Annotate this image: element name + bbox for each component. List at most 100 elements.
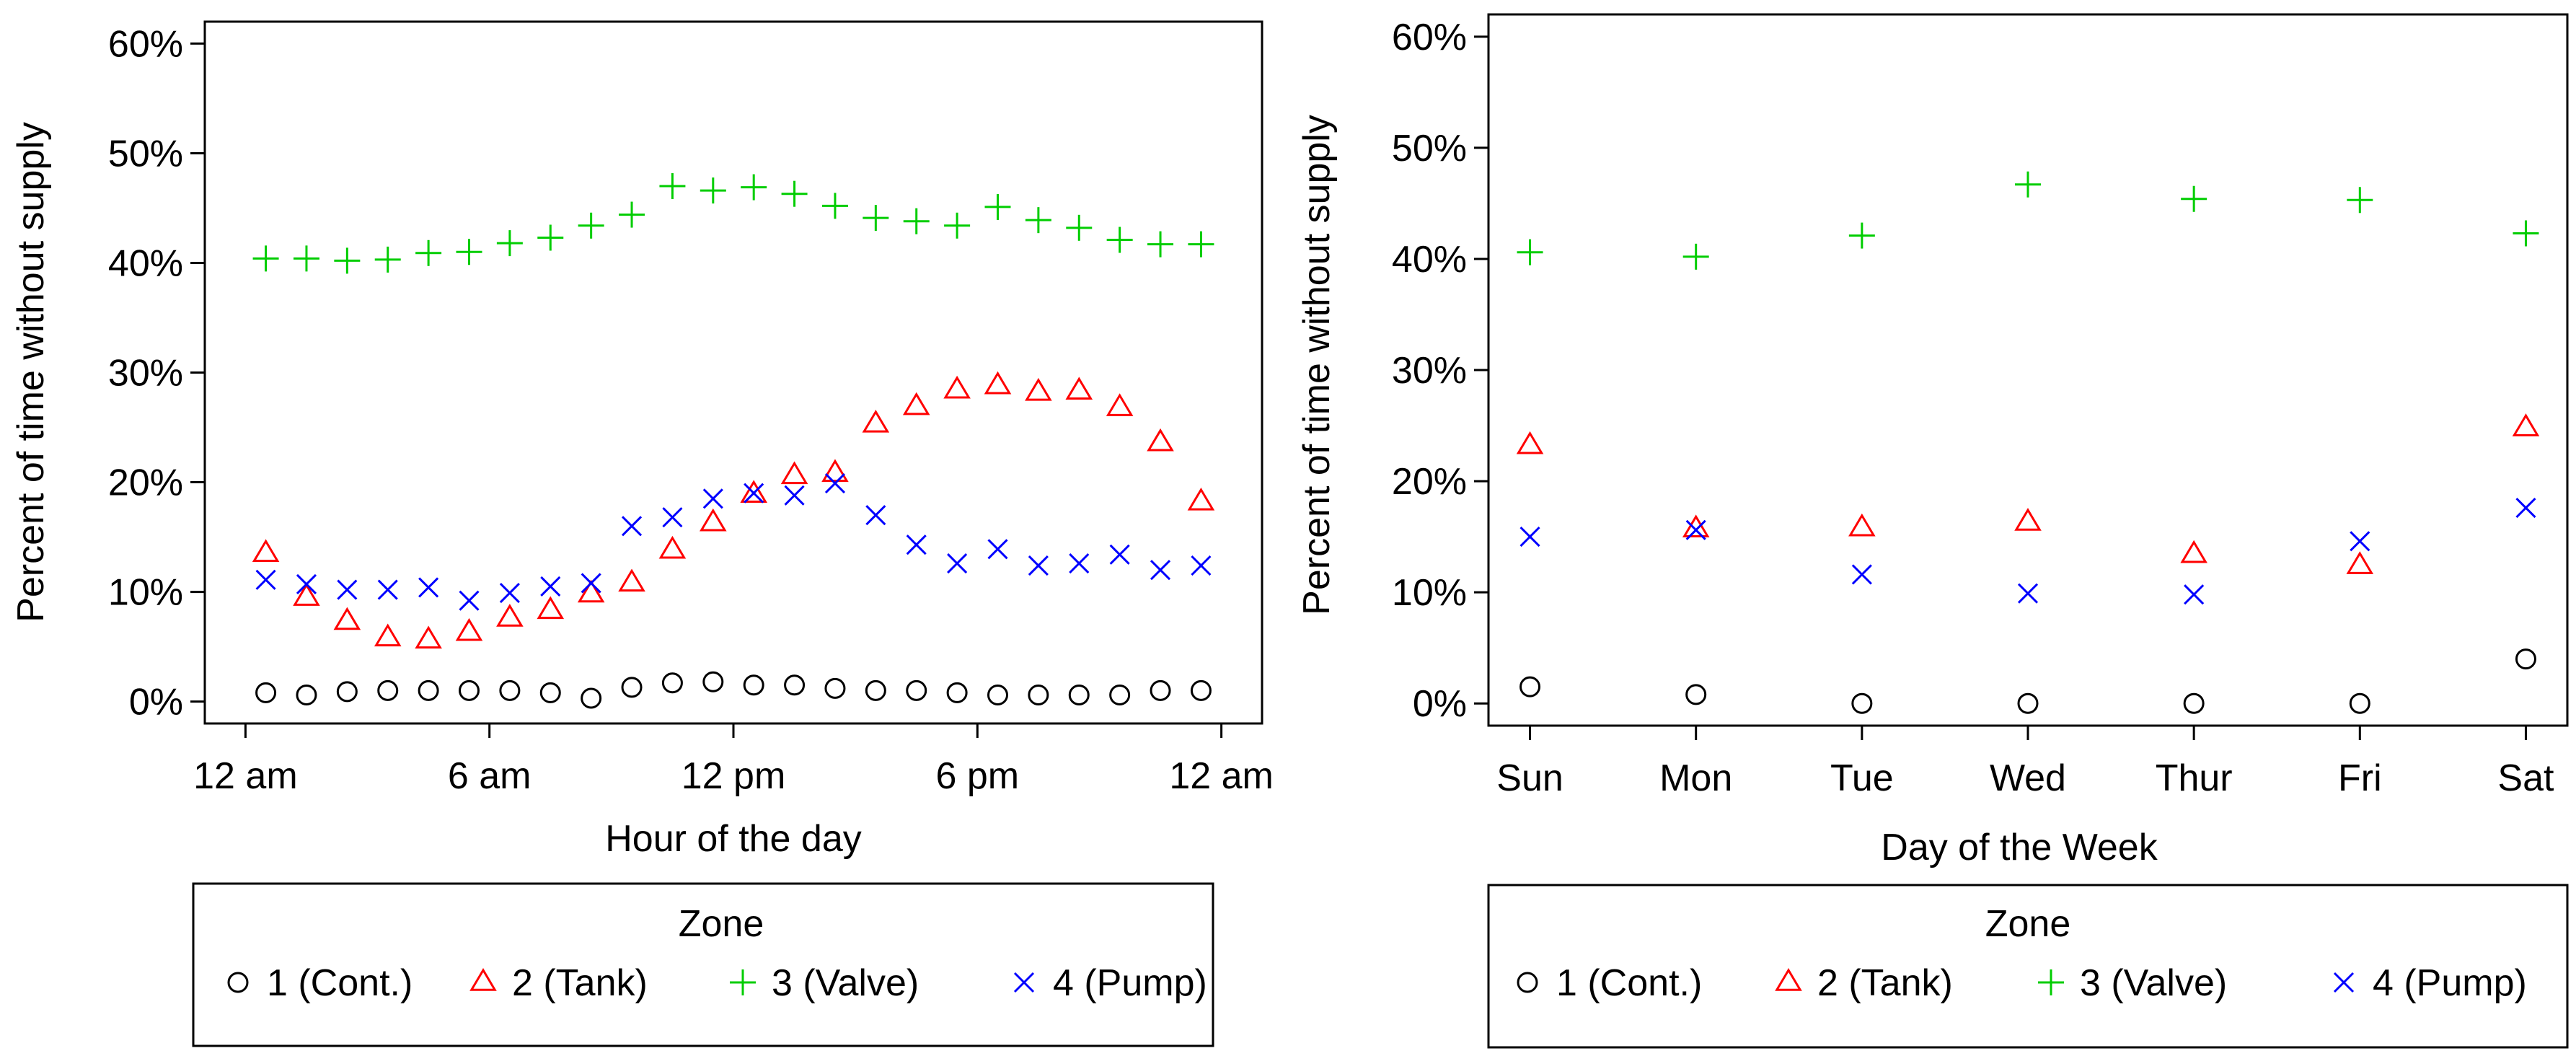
hourly-point-zone-4 — [1069, 553, 1090, 574]
hourly-point-zone-3 — [700, 177, 726, 204]
hourly-point-zone-4 — [1150, 560, 1171, 581]
weekday-legend: Zone 1 (Cont.) 2 (Tank) 3 (Valve) 4 (Pump) — [1487, 884, 2569, 1049]
hourly-point-zone-4 — [377, 579, 398, 600]
hourly-point-zone-1 — [418, 679, 439, 701]
weekday-point-zone-4 — [2515, 497, 2536, 519]
weekday-point-zone-4 — [2350, 531, 2370, 552]
hourly-point-zone-2 — [984, 371, 1012, 395]
hourly-point-zone-3 — [944, 212, 971, 239]
hourly-legend-marker — [1013, 972, 1035, 993]
hourly-point-zone-3 — [659, 173, 686, 200]
weekday-chart: 0% 10% 20% 30% 40% 50% 60% Sun Mon Tue Wed Thur Fri… — [1296, 13, 2569, 1049]
hourly-point-zone-3 — [415, 239, 442, 266]
hourly-point-zone-4 — [499, 583, 520, 604]
weekday-x-tick-label: Fri — [2338, 757, 2382, 799]
weekday-y-tick-label: 40% — [1392, 239, 1467, 281]
hourly-x-axis-title: Hour of the day — [605, 818, 862, 860]
hourly-point-zone-2 — [700, 508, 727, 532]
hourly-legend-box — [192, 882, 1214, 1047]
weekday-legend-label: 2 (Tank) — [1817, 962, 1953, 1004]
weekday-point-zone-3 — [1848, 222, 1875, 249]
hourly-point-zone-3 — [1147, 231, 1174, 258]
hourly-point-zone-2 — [902, 392, 930, 415]
hourly-point-zone-4 — [702, 488, 723, 509]
hourly-legend-marker — [469, 968, 497, 991]
weekday-point-zone-3 — [2513, 220, 2539, 247]
hourly-legend-marker — [730, 969, 756, 995]
weekday-point-zone-4 — [2184, 584, 2205, 605]
hourly-x-tick-label: 12 am — [193, 755, 298, 797]
hourly-point-zone-1 — [784, 674, 806, 696]
hourly-point-zone-2 — [455, 617, 483, 641]
weekday-point-zone-2 — [1682, 514, 1710, 538]
hourly-point-zone-1 — [1068, 684, 1090, 705]
hourly-point-zone-4 — [662, 507, 683, 528]
hourly-point-zone-2 — [415, 625, 442, 649]
weekday-legend-label: 4 (Pump) — [2373, 962, 2527, 1004]
hourly-y-tick-label: 50% — [108, 133, 183, 175]
weekday-point-zone-4 — [1685, 519, 1706, 540]
hourly-point-zone-2 — [780, 461, 808, 485]
hourly-point-zone-4 — [1028, 555, 1049, 576]
weekday-legend-entry-zone-3: 3 (Valve) — [2038, 962, 2227, 1004]
hourly-legend-marker — [227, 972, 249, 993]
hourly-y-tick-label: 10% — [108, 572, 183, 614]
hourly-y-tick-label: 60% — [108, 23, 183, 65]
hourly-point-zone-1 — [987, 684, 1008, 705]
hourly-point-zone-3 — [1188, 231, 1214, 258]
hourly-point-zone-3 — [741, 174, 767, 201]
weekday-y-tick-label: 60% — [1392, 17, 1467, 58]
weekday-point-zone-4 — [2017, 583, 2039, 604]
hourly-legend-label: 4 (Pump) — [1053, 962, 1207, 1004]
weekday-plot-frame — [1487, 13, 2569, 727]
hourly-point-zone-4 — [418, 577, 439, 598]
weekday-point-zone-2 — [2512, 413, 2540, 436]
hourly-point-zone-1 — [377, 679, 399, 701]
hourly-point-zone-2 — [1065, 377, 1093, 400]
weekday-point-zone-1 — [2349, 692, 2370, 714]
hourly-point-zone-4 — [1109, 544, 1130, 565]
hourly-point-zone-3 — [1066, 214, 1093, 241]
hourly-point-zone-2 — [1106, 393, 1134, 416]
hourly-point-zone-1 — [255, 682, 277, 703]
weekday-point-zone-2 — [1848, 513, 1876, 537]
hourly-point-zone-3 — [903, 208, 930, 234]
hourly-point-zone-2 — [862, 410, 890, 433]
hourly-data-points — [252, 173, 1215, 709]
hourly-plot-frame — [203, 20, 1263, 725]
weekday-point-zone-4 — [1851, 564, 1872, 585]
hourly-point-zone-2 — [537, 596, 565, 620]
hourly-point-zone-2 — [821, 459, 849, 483]
hourly-x-ticks: 12 am 6 am 12 pm 6 pm 12 am — [193, 723, 1274, 797]
weekday-data-points — [1516, 171, 2540, 714]
weekday-point-zone-2 — [2346, 551, 2374, 574]
weekday-legend-entry-zone-1: 1 (Cont.) — [1517, 962, 1702, 1004]
weekday-point-zone-4 — [1519, 527, 1540, 547]
hourly-point-zone-2 — [374, 623, 402, 647]
hourly-point-zone-2 — [943, 375, 971, 399]
hourly-point-zone-2 — [618, 568, 645, 592]
weekday-point-zone-3 — [2181, 185, 2207, 212]
weekday-legend-marker — [1517, 972, 1538, 993]
weekday-point-zone-1 — [2515, 648, 2536, 670]
hourly-x-tick-label: 6 am — [448, 755, 531, 797]
weekday-y-tick-label: 0% — [1413, 683, 1467, 725]
weekday-point-zone-3 — [1517, 239, 1543, 265]
hourly-y-tick-label: 0% — [129, 682, 183, 723]
hourly-point-zone-3 — [619, 201, 645, 228]
hourly-point-zone-1 — [906, 679, 927, 701]
hourly-x-tick-label: 12 am — [1169, 755, 1274, 797]
hourly-legend-entry-zone-1: 1 (Cont.) — [227, 962, 413, 1004]
hourly-point-zone-2 — [496, 604, 524, 627]
weekday-legend-box — [1487, 884, 2569, 1049]
hourly-point-zone-4 — [906, 534, 927, 555]
hourly-point-zone-1 — [743, 674, 764, 696]
weekday-legend-entry-zone-2: 2 (Tank) — [1775, 962, 1953, 1004]
hourly-point-zone-2 — [293, 583, 320, 606]
hourly-x-tick-label: 12 pm — [682, 755, 786, 797]
hourly-point-zone-2 — [333, 607, 361, 630]
weekday-y-ticks: 0% 10% 20% 30% 40% 50% 60% — [1392, 17, 1488, 725]
weekday-legend-marker — [1775, 968, 1802, 991]
hourly-legend-label: 2 (Tank) — [512, 962, 648, 1004]
